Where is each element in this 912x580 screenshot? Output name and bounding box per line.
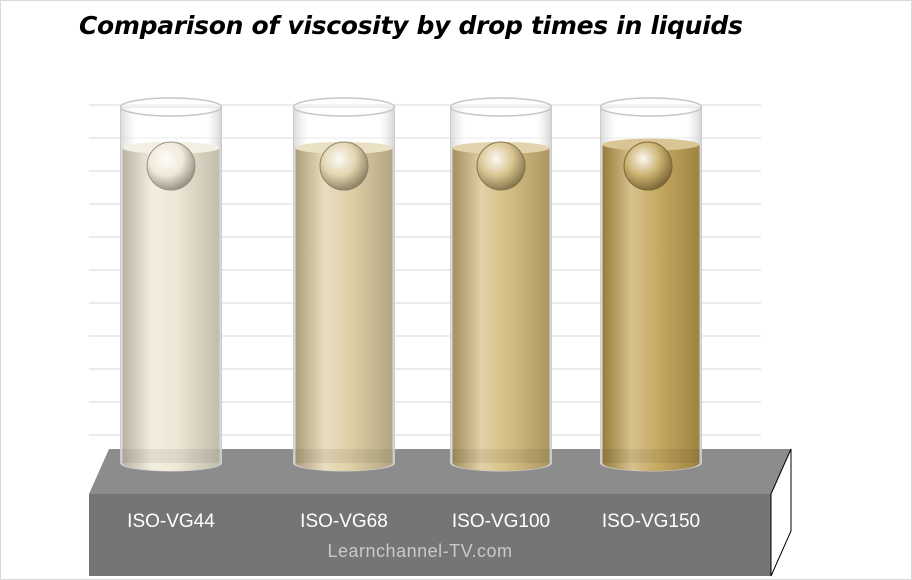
drop-ball: [623, 141, 673, 191]
credit-label: Learnchannel-TV.com: [328, 541, 513, 561]
chart-title: Comparison of viscosity by drop times in…: [79, 11, 743, 40]
category-label: ISO-VG150: [602, 511, 700, 532]
tube-bottom-shade: [452, 449, 550, 463]
tube-bottom-shade: [122, 449, 220, 463]
tube-rim: [292, 97, 396, 117]
floor-front: [89, 494, 771, 576]
category-label: ISO-VG100: [452, 511, 550, 532]
drop-ball: [476, 141, 526, 191]
category-label: ISO-VG44: [127, 511, 215, 532]
tube-rim: [119, 97, 223, 117]
drop-ball: [319, 141, 369, 191]
drop-ball: [146, 141, 196, 191]
tube-rim: [449, 97, 553, 117]
bar-iso-vg68: [295, 147, 393, 471]
bar-iso-vg100: [452, 147, 550, 471]
tube-bottom-shade: [295, 449, 393, 463]
tube-rim: [599, 97, 703, 117]
bar-iso-vg150: [602, 144, 700, 471]
floor-side: [770, 448, 792, 577]
bar-iso-vg44: [122, 147, 220, 471]
category-label: ISO-VG68: [300, 511, 388, 532]
tube-bottom-shade: [602, 449, 700, 463]
